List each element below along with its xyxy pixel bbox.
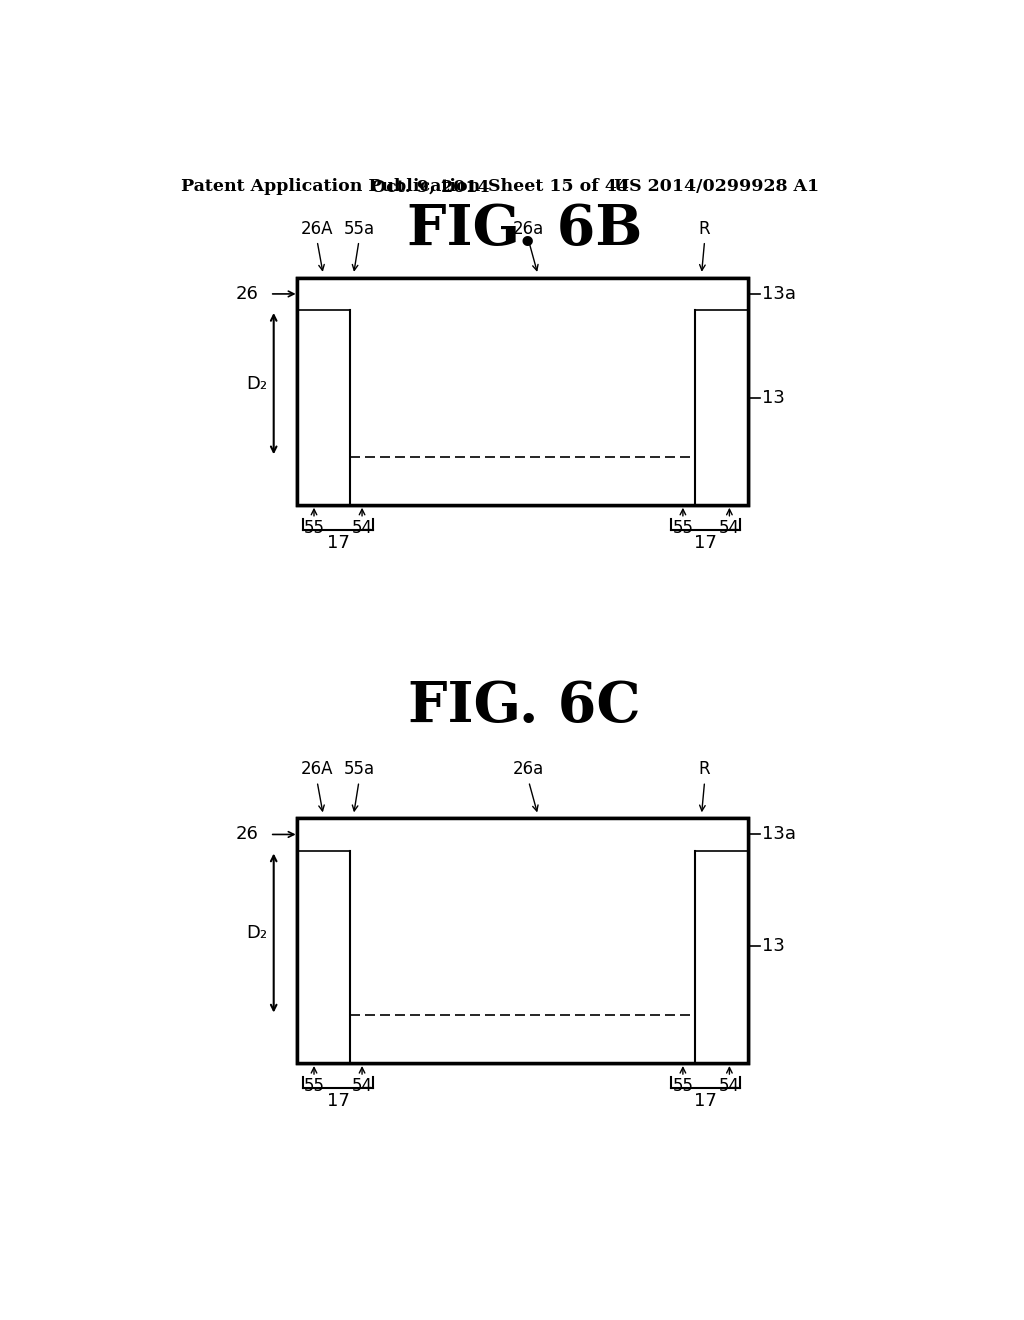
Text: 17: 17 xyxy=(694,535,717,552)
Text: 55a: 55a xyxy=(343,760,375,779)
Text: 13: 13 xyxy=(762,389,784,407)
Text: 26A: 26A xyxy=(301,760,334,779)
Bar xyxy=(349,310,695,506)
Text: 55: 55 xyxy=(673,1077,693,1096)
Text: FIG. 6B: FIG. 6B xyxy=(408,202,642,257)
Text: 54: 54 xyxy=(351,519,373,537)
Text: D₂: D₂ xyxy=(247,924,267,942)
Text: 55: 55 xyxy=(303,519,325,537)
Text: Patent Application Publication: Patent Application Publication xyxy=(180,178,480,195)
Text: 55: 55 xyxy=(673,519,693,537)
Text: 17: 17 xyxy=(327,1093,349,1110)
Text: 26A: 26A xyxy=(301,219,334,238)
Text: Oct. 9, 2014: Oct. 9, 2014 xyxy=(371,178,489,195)
Bar xyxy=(297,818,748,850)
Bar xyxy=(297,277,349,506)
Text: FIG. 6C: FIG. 6C xyxy=(409,680,641,734)
Text: 13: 13 xyxy=(762,937,784,956)
Bar xyxy=(695,818,748,1063)
Bar xyxy=(297,818,748,1063)
Text: 54: 54 xyxy=(719,1077,740,1096)
Text: 54: 54 xyxy=(351,1077,373,1096)
Text: R: R xyxy=(698,219,711,238)
Text: 17: 17 xyxy=(694,1093,717,1110)
Text: Sheet 15 of 44: Sheet 15 of 44 xyxy=(487,178,629,195)
Bar xyxy=(695,277,748,506)
Text: 26a: 26a xyxy=(513,219,545,238)
Text: D₂: D₂ xyxy=(247,375,267,392)
Bar xyxy=(297,818,748,1063)
Bar xyxy=(297,277,748,506)
Bar xyxy=(349,850,695,1063)
Bar xyxy=(297,818,349,1063)
Text: 26: 26 xyxy=(236,285,258,302)
Text: 55: 55 xyxy=(303,1077,325,1096)
Text: 26: 26 xyxy=(236,825,258,843)
Bar xyxy=(297,277,748,506)
Text: 13a: 13a xyxy=(762,825,796,843)
Text: 54: 54 xyxy=(719,519,740,537)
Text: 17: 17 xyxy=(327,535,349,552)
Text: US 2014/0299928 A1: US 2014/0299928 A1 xyxy=(614,178,819,195)
Bar xyxy=(297,277,748,310)
Text: 13a: 13a xyxy=(762,285,796,302)
Text: R: R xyxy=(698,760,711,779)
Text: 26a: 26a xyxy=(513,760,545,779)
Text: 55a: 55a xyxy=(343,219,375,238)
